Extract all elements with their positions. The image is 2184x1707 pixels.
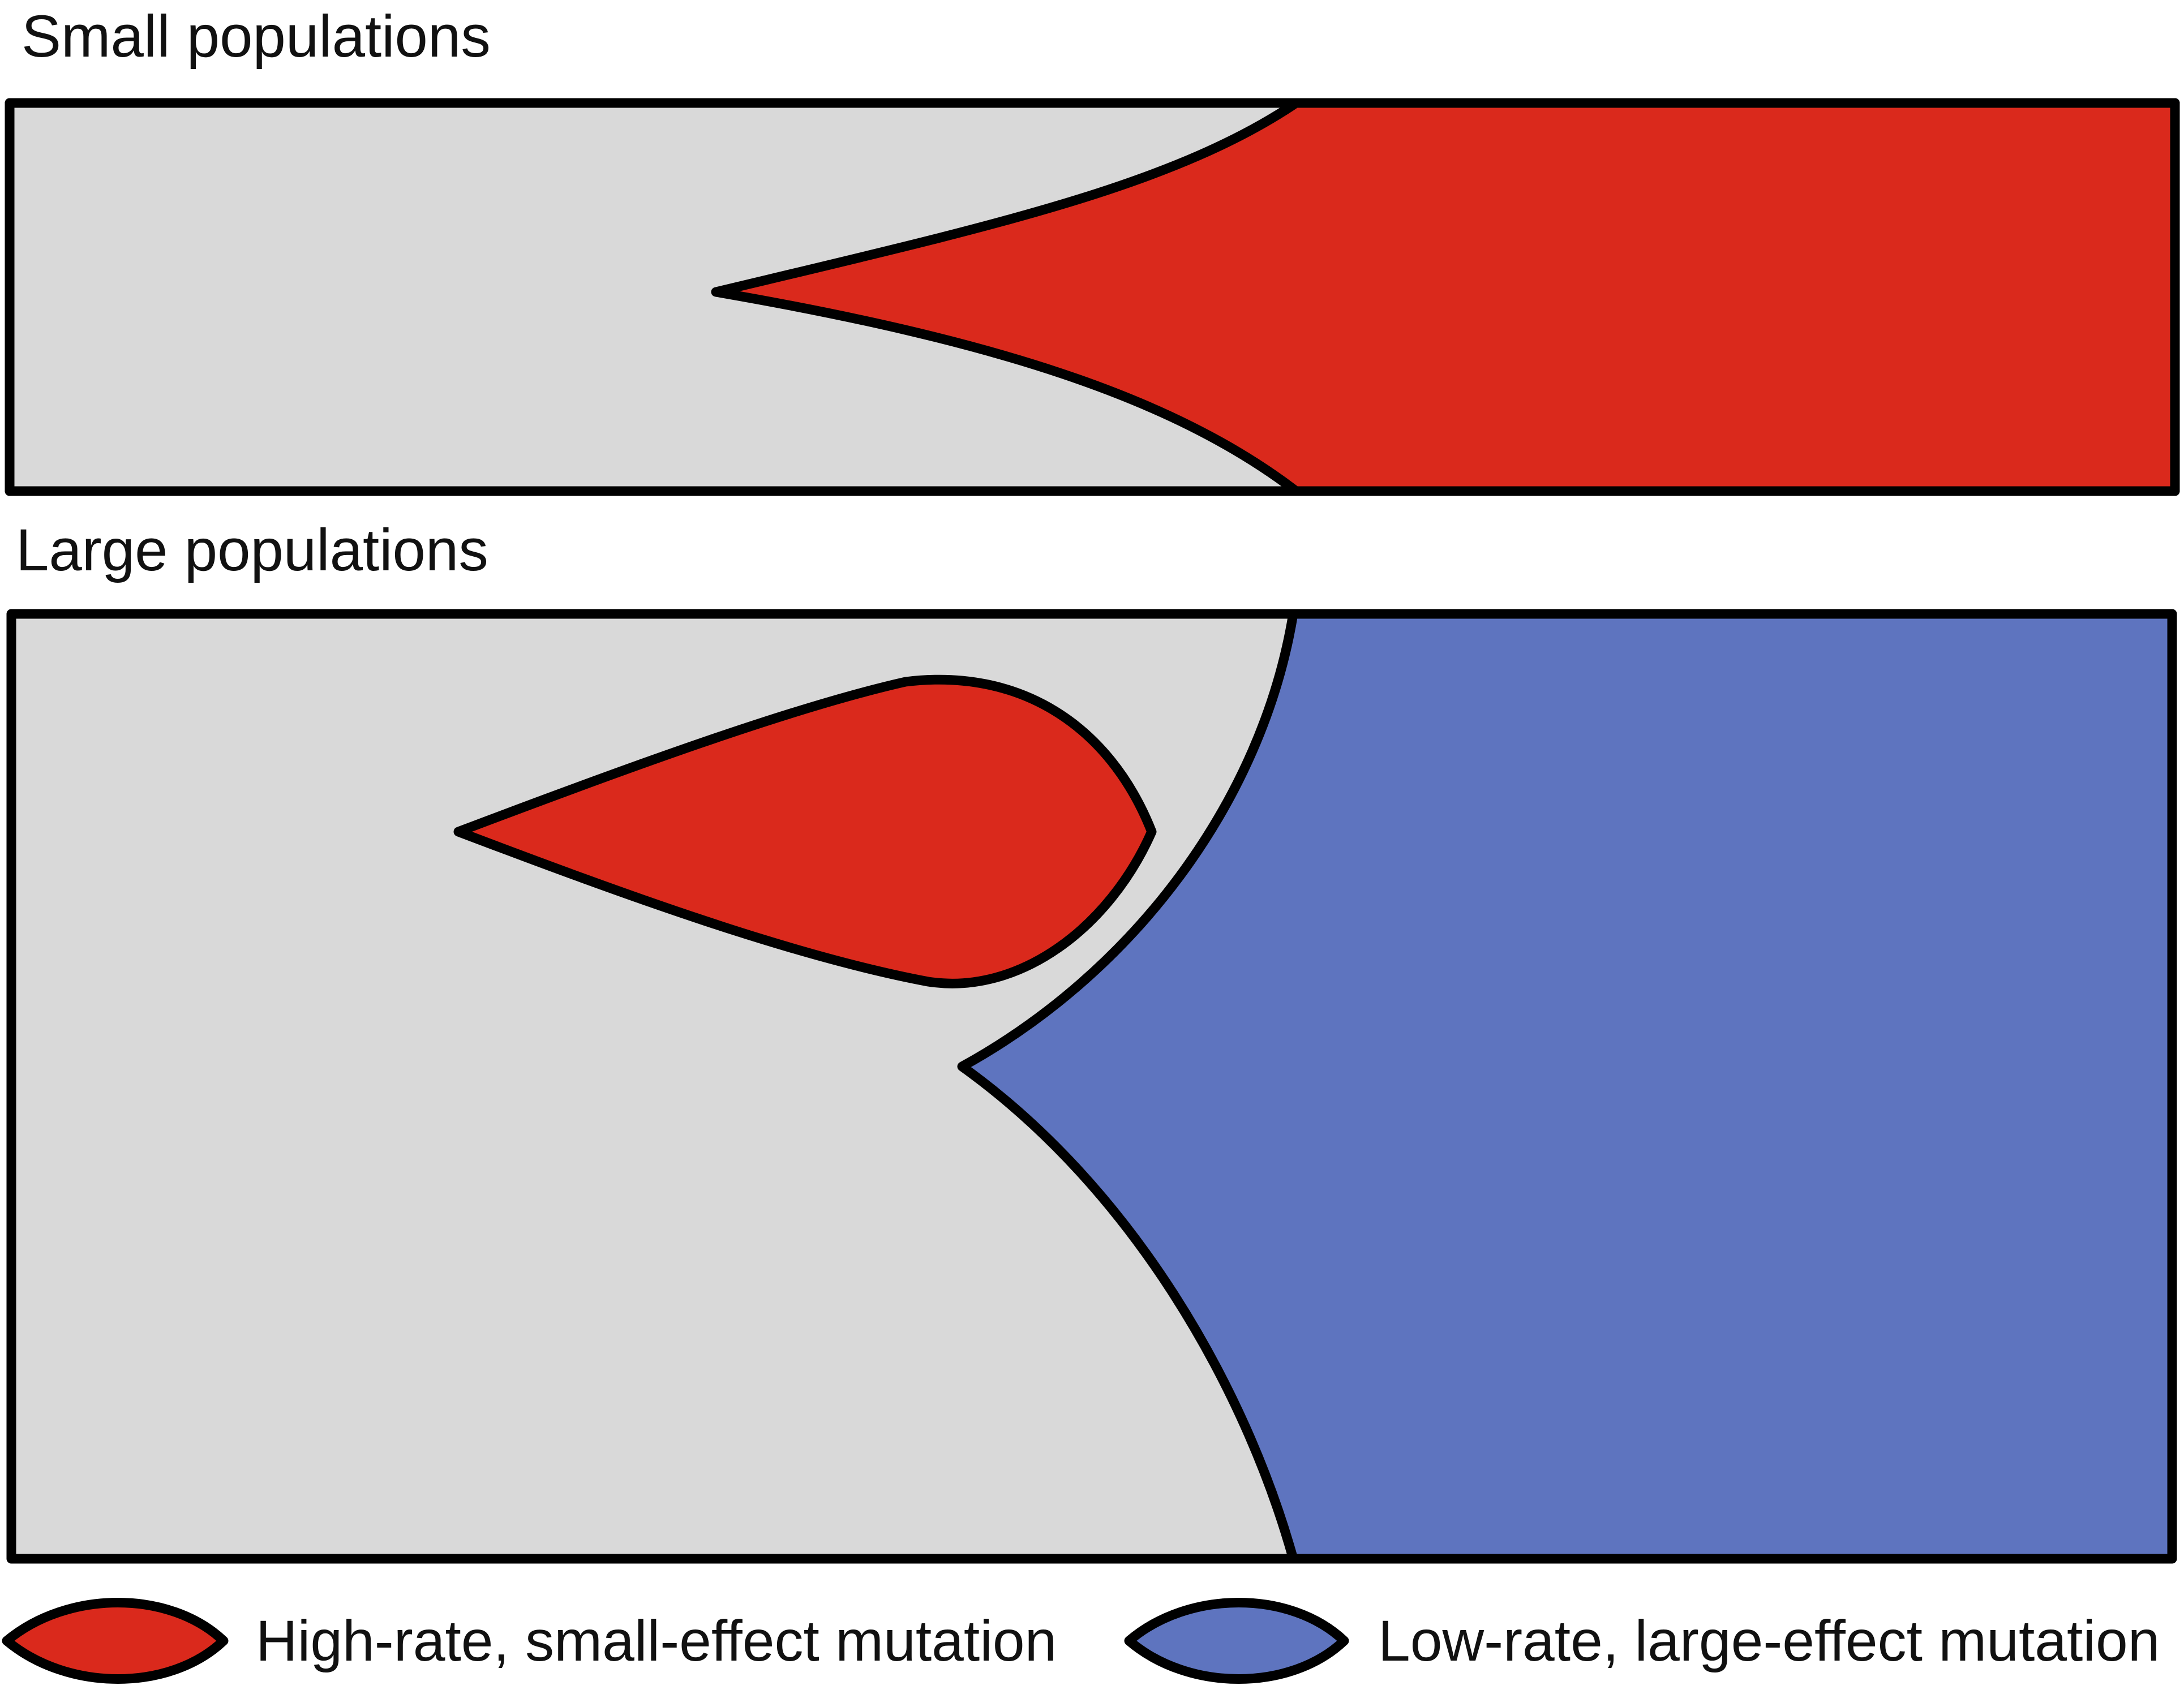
blue-lens-icon: [1124, 1598, 1349, 1684]
large-populations-high-rate-region: [453, 674, 1157, 988]
small-populations-border: [5, 98, 2180, 496]
small-populations-front-outline: [711, 98, 1301, 496]
large-populations-low-rate-region: [962, 614, 2172, 1559]
legend: High-rate, small-effect mutation Low-rat…: [2, 1598, 2160, 1684]
red-lens-icon: [2, 1598, 229, 1684]
large-populations-title: Large populations: [16, 517, 488, 583]
legend-label-low-rate: Low-rate, large-effect mutation: [1378, 1609, 2160, 1673]
legend-item-high-rate: High-rate, small-effect mutation: [2, 1598, 1057, 1684]
legend-item-low-rate: Low-rate, large-effect mutation: [1124, 1598, 2160, 1684]
legend-label-high-rate: High-rate, small-effect mutation: [256, 1609, 1057, 1673]
large-populations-panel: [6, 609, 2177, 1564]
large-populations-low-rate-front: [957, 609, 1298, 1564]
large-populations-border: [6, 609, 2177, 1564]
small-populations-title: Small populations: [22, 3, 491, 70]
small-populations-panel: [5, 98, 2180, 496]
